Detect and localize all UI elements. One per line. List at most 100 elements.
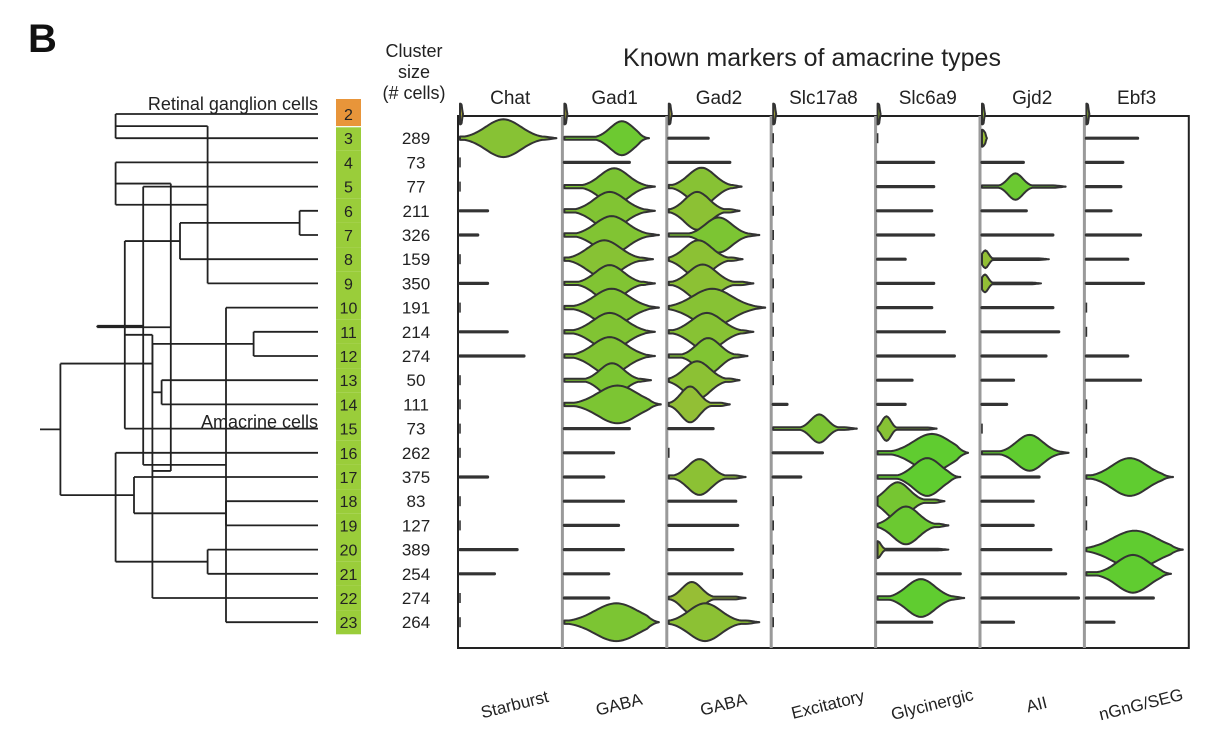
cluster-bar-11	[336, 319, 361, 344]
cluster-id-13: 13	[340, 373, 358, 390]
cluster-size-11: 214	[402, 323, 430, 342]
cluster-bar-6	[336, 198, 361, 223]
violin-c5-gad1	[563, 167, 656, 206]
cluster-bar-8	[336, 247, 361, 272]
violin-c11-gad1	[563, 311, 656, 352]
cluster-bar-5	[336, 174, 361, 199]
cluster-id-23: 23	[340, 615, 358, 632]
cluster-id-17: 17	[340, 470, 358, 487]
panel-label: B	[28, 17, 57, 61]
cell-type-label-gjd2: AII	[1024, 693, 1049, 716]
cluster-id-18: 18	[340, 494, 358, 511]
cluster-id-4: 4	[344, 155, 353, 172]
violin-c17-slc6a9	[876, 457, 962, 497]
cluster-id-15: 15	[340, 422, 358, 439]
cell-type-labels: Starburst GABA GABA Excitatory Glycinergic AI…	[479, 685, 1185, 724]
violin-c9-gad1	[563, 264, 656, 303]
cluster-bar-22	[336, 585, 361, 611]
violin-c15-slc17a8	[772, 413, 858, 444]
cluster-size-7: 326	[402, 226, 430, 245]
cluster-bar-23	[336, 610, 361, 635]
cluster-id-3: 3	[344, 131, 353, 148]
marker-header-ebf3: Ebf3	[1117, 88, 1156, 109]
cluster-id-21: 21	[340, 567, 358, 584]
violin-c2-gad2	[667, 102, 673, 126]
violin-c20-slc6a9	[876, 540, 950, 560]
violin-c17-gad2	[667, 458, 747, 496]
cell-type-label-slc17a8: Excitatory	[789, 686, 866, 723]
cluster-size-21: 254	[402, 565, 430, 584]
size-header-line-1: Cluster	[385, 41, 442, 61]
cluster-size-15: 73	[407, 420, 426, 439]
cluster-size-8: 159	[402, 250, 430, 269]
cluster-size-10: 191	[402, 299, 430, 318]
cluster-size-12: 274	[402, 347, 430, 366]
cluster-id-12: 12	[340, 349, 358, 366]
violin-c22-slc6a9	[876, 578, 966, 618]
cluster-size-17: 375	[402, 468, 430, 487]
cluster-size-22: 274	[402, 589, 430, 608]
violin-c8-gjd2	[981, 249, 1050, 270]
dendrogram	[40, 113, 318, 624]
marker-header-chat: Chat	[490, 88, 531, 109]
cluster-bar-3	[336, 126, 361, 151]
cluster-id-7: 7	[344, 228, 353, 245]
violin-c23-gad2	[667, 602, 761, 643]
violin-c14-gad2	[667, 385, 731, 424]
violin-c13-gad1	[563, 362, 652, 399]
cluster-id-20: 20	[340, 543, 358, 560]
cluster-bar-18	[336, 489, 361, 514]
marker-headers: Chat Gad1 Gad2 Slc17a8 Slc6a9 Gjd2 Ebf3	[490, 88, 1156, 109]
violin-c2-slc6a9	[876, 102, 882, 126]
cluster-bar-16	[336, 440, 361, 465]
group-label-retinal-ganglion: Retinal ganglion cells	[148, 94, 318, 114]
cluster-size-5: 77	[407, 178, 426, 197]
violin-plot	[457, 102, 1190, 649]
cluster-bar-20	[336, 537, 361, 562]
size-header-line-3: (# cells)	[382, 83, 445, 103]
cluster-id-22: 22	[340, 591, 358, 608]
marker-header-gjd2: Gjd2	[1012, 88, 1052, 109]
cluster-size-column: 289 73 77 211 326 159 350 191 214 274 50 111 73 262 37…	[402, 129, 430, 632]
cluster-id-11: 11	[340, 325, 357, 342]
marker-header-gad2: Gad2	[696, 88, 742, 109]
cluster-bar-7	[336, 222, 361, 248]
violin-c19-slc6a9	[876, 505, 950, 546]
cluster-id-10: 10	[340, 301, 358, 318]
marker-header-gad1: Gad1	[591, 88, 637, 109]
cluster-size-16: 262	[402, 444, 430, 463]
violin-c2-gad1	[563, 102, 569, 126]
size-header-line-2: size	[398, 62, 430, 82]
violin-c2-slc17a8	[772, 102, 778, 126]
marker-header-slc17a8: Slc17a8	[789, 88, 858, 109]
cell-type-label-ebf3: nGnG/SEG	[1097, 685, 1185, 724]
cluster-bar-13	[336, 368, 361, 393]
cluster-bar-15	[336, 416, 361, 441]
cluster-bar-17	[336, 464, 361, 490]
cluster-id-9: 9	[344, 276, 353, 293]
violin-c17-ebf3	[1085, 457, 1174, 497]
cluster-id-8: 8	[344, 252, 353, 269]
violin-c3-gad1	[563, 120, 650, 157]
violin-c12-gad1	[563, 336, 656, 376]
violin-c3-gjd2	[981, 128, 988, 148]
cluster-size-4: 73	[407, 153, 426, 172]
cluster-id-6: 6	[344, 204, 353, 221]
violin-c23-gad1	[563, 602, 660, 643]
violin-c16-gjd2	[981, 433, 1070, 472]
cluster-bar-10	[336, 295, 361, 320]
violin-c5-gjd2	[981, 172, 1067, 201]
cluster-bar-4	[336, 150, 361, 175]
violin-c9-gjd2	[981, 273, 1042, 294]
cluster-bar-21	[336, 561, 361, 586]
cluster-size-9: 350	[402, 274, 430, 293]
violin-c2-chat	[459, 102, 464, 126]
cluster-id-14: 14	[340, 397, 358, 414]
cluster-bar-19	[336, 513, 361, 538]
cluster-size-18: 83	[407, 492, 426, 511]
cluster-id-2: 2	[344, 107, 353, 124]
cluster-size-14: 111	[403, 395, 429, 414]
cell-type-label-slc6a9: Glycinergic	[889, 685, 976, 724]
